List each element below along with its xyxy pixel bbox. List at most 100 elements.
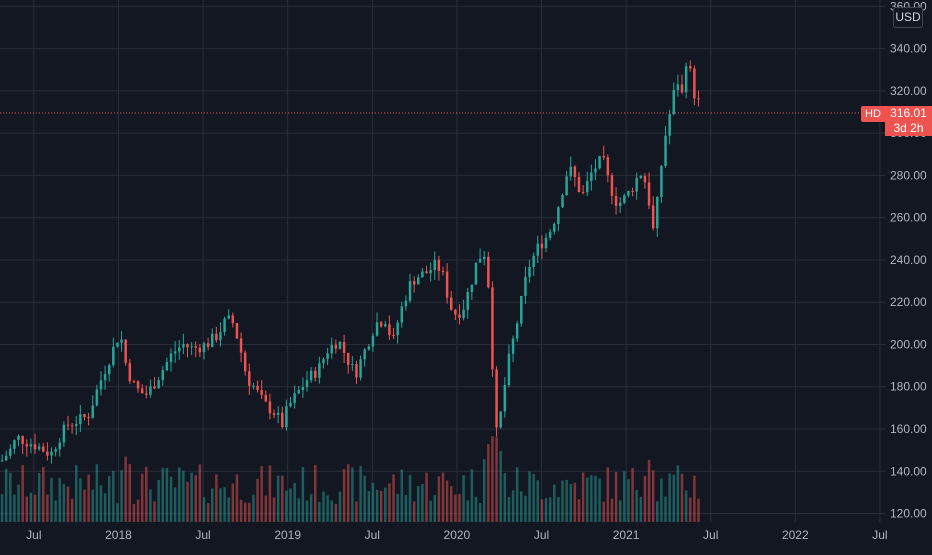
candle-body — [668, 114, 671, 136]
candle-body — [408, 281, 412, 301]
candle-body — [46, 451, 49, 456]
volume-bar — [231, 483, 235, 522]
candle-body — [585, 181, 589, 193]
volume-bar — [99, 485, 103, 522]
volume-bar — [66, 486, 70, 522]
candle-body — [243, 352, 247, 372]
volume-bar — [417, 485, 420, 522]
volume-bar — [330, 500, 333, 522]
candle-body — [264, 394, 268, 402]
price-tick-label: 340.00 — [890, 42, 927, 56]
currency-badge[interactable]: USD — [893, 7, 923, 28]
candle-body — [581, 191, 585, 193]
volume-bar — [425, 472, 428, 522]
bar-countdown: 3d 2h — [893, 121, 924, 135]
volume-bar — [252, 494, 255, 522]
volume-bar — [462, 475, 465, 522]
volume-bar — [305, 500, 309, 522]
volume-bar — [342, 469, 346, 522]
candle-body — [145, 393, 148, 395]
volume-bar — [272, 497, 276, 522]
volume-bar — [173, 487, 177, 522]
volume-bar — [355, 501, 358, 522]
volume-bar — [124, 456, 127, 522]
volume-bar — [408, 474, 412, 522]
candle-body — [639, 175, 643, 178]
candle-body — [99, 380, 103, 390]
candle-body — [482, 256, 486, 259]
candle-body — [75, 424, 78, 426]
volume-bar — [371, 482, 375, 522]
volume-bar — [157, 479, 160, 522]
volume-bar — [421, 484, 424, 522]
candle-body — [42, 446, 45, 452]
candle-body — [223, 318, 226, 333]
volume-bar — [651, 470, 655, 522]
candle-body — [128, 362, 132, 382]
candle-body — [693, 68, 696, 99]
volume-bar — [565, 479, 568, 522]
time-tick-label: Jul — [26, 528, 41, 542]
candle-body — [215, 333, 218, 341]
candle-body — [256, 385, 259, 391]
volume-bars — [0, 436, 700, 522]
volume-bar — [334, 503, 338, 522]
volume-bar — [635, 489, 638, 522]
candle-body — [33, 444, 37, 450]
candle-body — [388, 324, 391, 336]
volume-bar — [474, 496, 478, 522]
volume-bar — [540, 499, 544, 522]
candle-body — [594, 168, 597, 173]
time-axis[interactable]: Jul 2018 Jul 2019 Jul 2020 Jul 2021 Jul 2022 Jul — [26, 528, 887, 542]
candle-body — [37, 446, 41, 450]
volume-bar — [693, 475, 696, 522]
candle-body — [697, 98, 700, 100]
candle-body — [9, 448, 12, 456]
candle-body — [507, 353, 511, 386]
candle-body — [643, 175, 647, 183]
volume-bar — [528, 471, 531, 522]
volume-bar — [21, 465, 24, 522]
volume-bar — [186, 481, 189, 522]
candle-body — [301, 387, 305, 391]
price-axis[interactable]: 120.00 140.00 160.00 180.00 200.00 220.00 240.… — [890, 0, 927, 521]
candle-body — [412, 281, 416, 285]
volume-bar — [318, 501, 321, 522]
candle-body — [13, 440, 16, 449]
volume-bar — [79, 478, 82, 522]
candle-body — [272, 413, 276, 415]
volume-bar — [91, 489, 94, 522]
time-tick-label: Jul — [872, 528, 887, 542]
volume-bar — [314, 464, 317, 522]
price-tick-label: 240.00 — [890, 253, 927, 267]
candle-body — [375, 322, 379, 336]
candle-body — [50, 451, 53, 456]
volume-bar — [412, 501, 416, 522]
candle-body — [21, 435, 24, 444]
volume-bar — [553, 484, 556, 522]
time-tick-label: 2020 — [444, 528, 471, 542]
volume-bar — [569, 483, 572, 522]
candle-body — [544, 237, 548, 249]
candle-body — [173, 351, 177, 354]
candle-body — [116, 342, 119, 347]
candle-body — [169, 353, 173, 363]
volume-bar — [437, 476, 441, 522]
candle-body — [0, 460, 4, 462]
volume-bar — [103, 493, 107, 522]
volume-bar — [326, 495, 329, 522]
candle-body — [660, 166, 663, 197]
candle-body — [235, 323, 239, 339]
candle-body — [58, 442, 61, 450]
volume-bar — [239, 499, 243, 522]
volume-bar — [627, 479, 630, 522]
volume-bar — [499, 450, 502, 522]
volume-bar — [25, 496, 29, 522]
volume-bar — [95, 464, 99, 522]
volume-bar — [145, 466, 148, 522]
volume-bar — [590, 475, 593, 522]
volume-bar — [388, 483, 391, 522]
